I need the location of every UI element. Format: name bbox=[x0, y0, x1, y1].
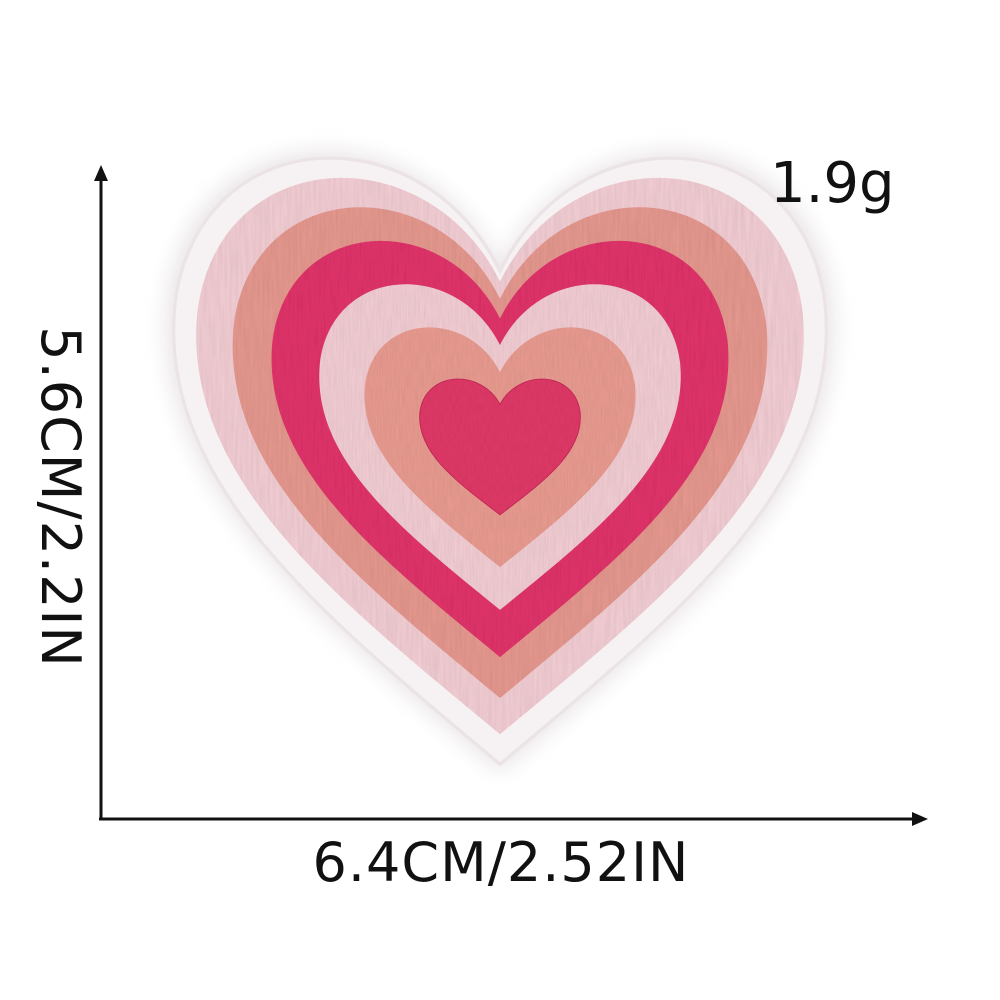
weight-label: 1.9g bbox=[770, 151, 895, 216]
width-dimension-arrow bbox=[99, 812, 928, 826]
heart-patch bbox=[166, 151, 834, 772]
width-arrowhead-icon bbox=[912, 812, 928, 826]
height-arrowhead-icon bbox=[94, 165, 108, 181]
height-label: 5.6CM/2.2IN bbox=[29, 326, 92, 668]
height-dimension-arrow bbox=[94, 165, 108, 820]
width-label: 6.4CM/2.52IN bbox=[312, 831, 690, 894]
